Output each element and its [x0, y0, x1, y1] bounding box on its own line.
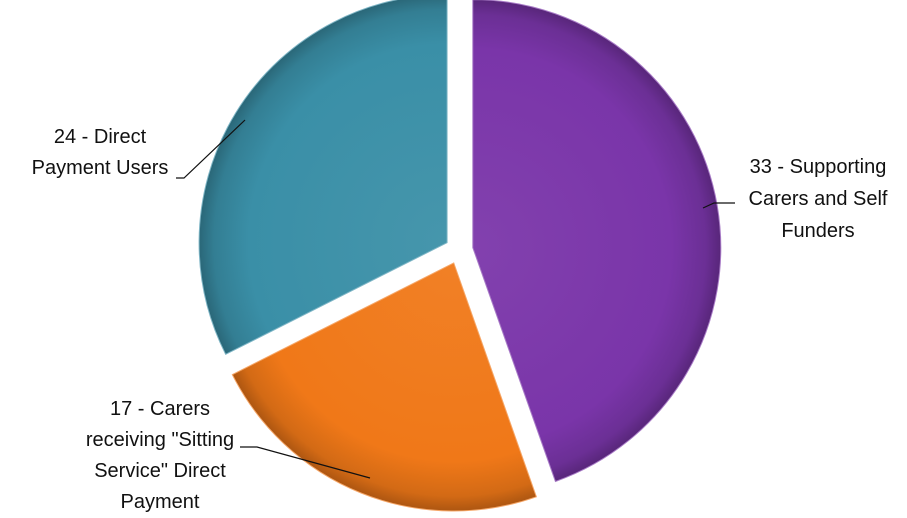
- leader-line-3: [176, 119, 246, 179]
- slice-label-3: 24 - Direct Payment Users: [32, 126, 169, 179]
- leader-line-2: [240, 446, 371, 479]
- slice-label-line: 24 - Direct: [54, 126, 147, 148]
- slice-label-line: 33 - Supporting: [750, 156, 887, 178]
- slice-label-1: 33 - Supporting Carers and Self Funders: [749, 156, 888, 242]
- pie-slice-2: [231, 262, 538, 512]
- slice-label-line: Payment: [121, 491, 200, 513]
- slice-label-line: Funders: [781, 220, 854, 242]
- labels-layer: 33 - Supporting Carers and Self Funders 17 …: [32, 126, 888, 513]
- slice-label-line: Carers and Self: [749, 188, 888, 210]
- slice-label-2: 17 - Carers receiving "Sitting Service" Di…: [86, 398, 234, 513]
- leader-line-1: [702, 202, 735, 209]
- slice-label-line: Service" Direct: [94, 460, 226, 482]
- pie-slice-3: [198, 0, 448, 355]
- pie-slice-1: [472, 0, 722, 483]
- slices-layer: [198, 0, 722, 512]
- leader-lines: [176, 119, 735, 479]
- slice-label-line: 17 - Carers: [110, 398, 210, 420]
- slice-label-line: receiving "Sitting: [86, 429, 234, 451]
- slice-label-line: Payment Users: [32, 157, 169, 179]
